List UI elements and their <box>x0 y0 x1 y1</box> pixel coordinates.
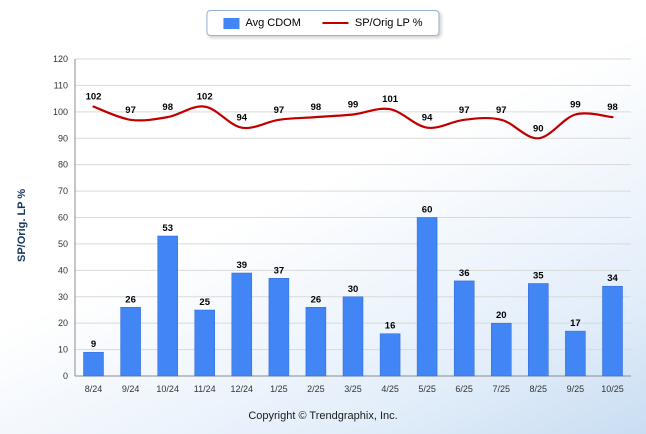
bar-value-label: 30 <box>348 284 359 295</box>
y-tick-label: 40 <box>58 265 68 275</box>
x-tick-label: 4/25 <box>381 384 399 394</box>
y-tick-label: 100 <box>53 107 68 117</box>
bar <box>157 235 178 377</box>
bar <box>194 309 215 377</box>
x-tick-label: 1/25 <box>270 384 288 394</box>
bar <box>268 278 290 377</box>
y-tick-label: 90 <box>58 133 68 143</box>
bar-value-label: 20 <box>496 310 507 321</box>
bar <box>83 351 104 377</box>
bar <box>491 322 512 377</box>
bar <box>565 330 586 377</box>
line-value-label: 102 <box>197 92 213 103</box>
y-tick-label: 30 <box>58 292 68 302</box>
bar-value-label: 39 <box>237 260 248 271</box>
legend-item-sp-orig-lp: SP/Orig LP % <box>322 17 423 29</box>
y-tick-label: 0 <box>63 371 68 381</box>
combo-chart: 0 10 20 30 40 50 60 70 80 90 100 110 120 9 26 53 25 39 37 2… <box>53 54 631 394</box>
y-tick-label: 110 <box>54 80 68 90</box>
y-tick-label: 50 <box>58 239 68 249</box>
bar <box>231 272 253 377</box>
bar-value-label: 25 <box>199 297 210 308</box>
bar-value-label: 36 <box>459 268 470 279</box>
y-tick-label: 10 <box>58 345 68 355</box>
line-value-label: 97 <box>459 105 470 116</box>
bar <box>453 280 475 377</box>
x-tick-label: 8/24 <box>85 384 103 394</box>
legend-label-avg-cdom: Avg CDOM <box>245 17 301 29</box>
bar-value-label: 53 <box>162 223 173 234</box>
line-value-label: 101 <box>382 94 399 105</box>
line-value-label: 99 <box>348 100 359 111</box>
x-tick-label: 6/25 <box>455 384 473 394</box>
line-value-label: 99 <box>570 100 581 111</box>
bar-value-label: 35 <box>533 271 544 282</box>
bar-swatch-icon <box>223 17 240 29</box>
x-tick-label: 3/25 <box>344 384 362 394</box>
bar <box>416 217 438 377</box>
bar <box>528 283 549 377</box>
x-tick-label: 5/25 <box>418 384 436 394</box>
line-value-label: 98 <box>607 102 618 113</box>
x-tick-label: 11/24 <box>194 384 216 394</box>
bar-value-label: 17 <box>570 318 581 329</box>
bar <box>602 285 623 377</box>
x-tick-label: 7/25 <box>493 384 511 394</box>
legend-item-avg-cdom: Avg CDOM <box>223 17 301 29</box>
bar-value-label: 16 <box>385 321 396 332</box>
x-tick-label: 9/24 <box>122 384 140 394</box>
line-value-label: 94 <box>422 113 433 124</box>
bar <box>305 307 327 377</box>
bar-value-label: 9 <box>91 339 96 350</box>
line-value-label: 98 <box>162 102 173 113</box>
x-tick-label: 8/25 <box>530 384 548 394</box>
line-value-label: 94 <box>237 113 248 124</box>
legend-label-sp-orig-lp: SP/Orig LP % <box>354 17 423 29</box>
line-value-label: 97 <box>274 105 285 116</box>
bar <box>342 296 364 377</box>
bar <box>379 333 401 377</box>
line-value-label: 102 <box>86 92 102 103</box>
sp-orig-lp-line <box>92 105 614 140</box>
line-value-label: 98 <box>311 102 322 113</box>
bar-value-label: 26 <box>311 294 322 305</box>
line-value-label: 97 <box>496 105 507 116</box>
line-swatch-icon <box>322 22 349 24</box>
bar-value-label: 34 <box>607 273 618 284</box>
y-tick-label: 80 <box>58 160 68 170</box>
bar <box>120 307 141 377</box>
copyright-text: Copyright © Trendgraphix, Inc. <box>248 410 398 422</box>
x-tick-label: 12/24 <box>231 384 254 394</box>
x-tick-label: 2/25 <box>307 384 325 394</box>
x-tick-label: 10/24 <box>156 384 179 394</box>
y-tick-label: 60 <box>58 213 68 223</box>
line-value-label: 97 <box>125 105 136 116</box>
y-tick-label: 20 <box>58 318 68 328</box>
bar-value-label: 37 <box>274 265 285 276</box>
legend: Avg CDOM SP/Orig LP % <box>206 10 440 36</box>
x-tick-label: 10/25 <box>601 384 624 394</box>
y-tick-label: 70 <box>58 186 68 196</box>
line-value-label: 90 <box>533 123 544 134</box>
bar-value-label: 60 <box>422 205 433 216</box>
bar-value-label: 26 <box>125 294 136 305</box>
y-tick-label: 120 <box>53 54 68 64</box>
x-tick-label: 9/25 <box>567 384 585 394</box>
